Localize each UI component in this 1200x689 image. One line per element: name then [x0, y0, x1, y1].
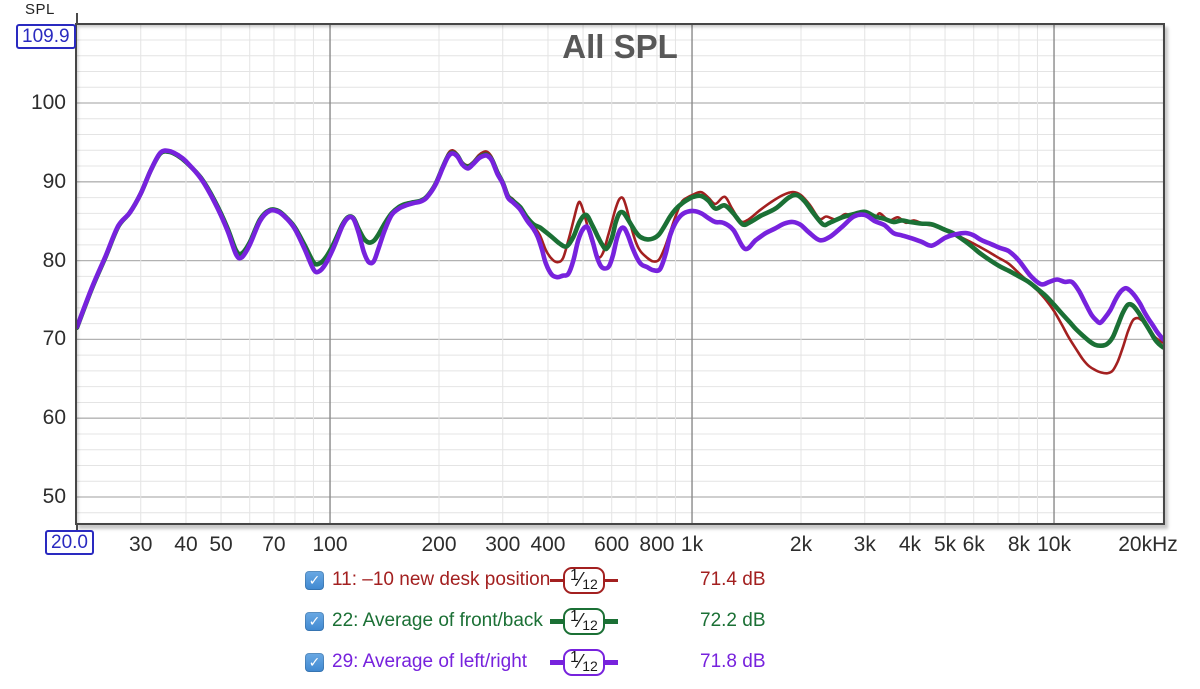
trace-visible-checkbox[interactable]: ✓	[305, 570, 324, 590]
smoothing-line-left	[550, 659, 563, 665]
trace-level-value: 72.2 dB	[700, 610, 766, 631]
legend-row: ✓ 22: Average of front/back 1 ⁄ 12 72.2 dB	[305, 607, 766, 635]
smoothing-denominator: 12	[582, 658, 598, 674]
x-tick-label: 400	[530, 533, 566, 556]
legend-row: ✓ 29: Average of left/right 1 ⁄ 12 71.8 dB	[305, 648, 766, 676]
x-tick-label: 40	[174, 533, 198, 556]
y-tick-label: 50	[42, 484, 66, 508]
plot-area[interactable]: All SPL	[75, 23, 1165, 525]
x-tick-label: 30	[129, 533, 153, 556]
y-axis-name: SPL	[25, 1, 55, 18]
x-tick-label: 100	[312, 533, 348, 556]
x-tick-label: 50	[209, 533, 233, 556]
chart-canvas	[77, 25, 1163, 523]
chart-title: All SPL	[562, 28, 678, 65]
smoothing-numerator: 1	[570, 567, 579, 584]
x-tick-label: 10k	[1037, 533, 1071, 556]
smoothing-slash: ⁄	[578, 609, 583, 632]
y-axis-top-tick	[76, 13, 78, 24]
legend: ✓ 11: –10 new desk position 1 ⁄ 12 71.4 dB ✓ 22…	[305, 566, 766, 689]
x-tick-label: 2k	[789, 533, 813, 556]
x-tick-label: 1k	[680, 533, 704, 556]
y-axis-max-field[interactable]: 109.9	[16, 24, 76, 49]
trace-label: 29: Average of left/right	[332, 651, 528, 672]
smoothing-slash: ⁄	[578, 568, 583, 591]
smoothing-line-left	[550, 578, 563, 582]
trace-level-value: 71.8 dB	[700, 651, 766, 672]
smoothing-badge: 1 ⁄ 12	[563, 607, 605, 635]
trace-visible-checkbox[interactable]: ✓	[305, 652, 324, 672]
x-tick-label: 800	[639, 533, 675, 556]
x-tick-label: 4k	[898, 533, 922, 556]
trace-level-value: 71.4 dB	[700, 569, 766, 590]
x-tick-label: 200	[421, 533, 457, 556]
series-curve-1	[77, 149, 1163, 350]
trace-visible-checkbox[interactable]: ✓	[305, 611, 324, 631]
smoothing-numerator: 1	[570, 649, 579, 666]
y-tick-label: 100	[30, 91, 66, 114]
smoothing-denominator: 12	[582, 617, 598, 633]
y-tick-label: 80	[42, 248, 66, 272]
y-tick-label: 70	[42, 327, 66, 351]
smoothing-indicator: 1 ⁄ 12	[550, 648, 700, 676]
smoothing-denominator: 12	[582, 576, 598, 592]
x-axis-bottom-tick	[76, 525, 78, 532]
legend-row: ✓ 11: –10 new desk position 1 ⁄ 12 71.4 dB	[305, 566, 766, 594]
x-tick-label: 6k	[962, 533, 985, 556]
x-tick-label: 5k	[933, 533, 957, 556]
trace-label: 11: –10 new desk position	[332, 569, 551, 590]
x-tick-label: 8k	[1007, 533, 1031, 556]
smoothing-badge: 1 ⁄ 12	[563, 648, 605, 676]
smoothing-indicator: 1 ⁄ 12	[550, 607, 700, 635]
x-axis-min-field[interactable]: 20.0	[45, 530, 94, 555]
smoothing-line-right	[604, 578, 618, 582]
x-tick-label: 300	[485, 533, 521, 556]
y-tick-label: 60	[42, 406, 66, 430]
smoothing-line-right	[604, 618, 618, 624]
trace-label: 22: Average of front/back	[332, 610, 543, 631]
x-tick-label: 20kHz	[1118, 533, 1178, 556]
smoothing-indicator: 1 ⁄ 12	[550, 566, 700, 594]
smoothing-numerator: 1	[570, 608, 579, 625]
x-tick-label: 600	[594, 533, 630, 556]
smoothing-badge: 1 ⁄ 12	[563, 566, 605, 594]
y-tick-label: 90	[42, 169, 66, 193]
smoothing-line-left	[550, 618, 563, 624]
series-curve-2	[77, 148, 1163, 342]
smoothing-line-right	[604, 659, 618, 665]
x-tick-label: 3k	[853, 533, 876, 556]
smoothing-slash: ⁄	[578, 650, 583, 673]
x-tick-label: 70	[262, 533, 286, 556]
